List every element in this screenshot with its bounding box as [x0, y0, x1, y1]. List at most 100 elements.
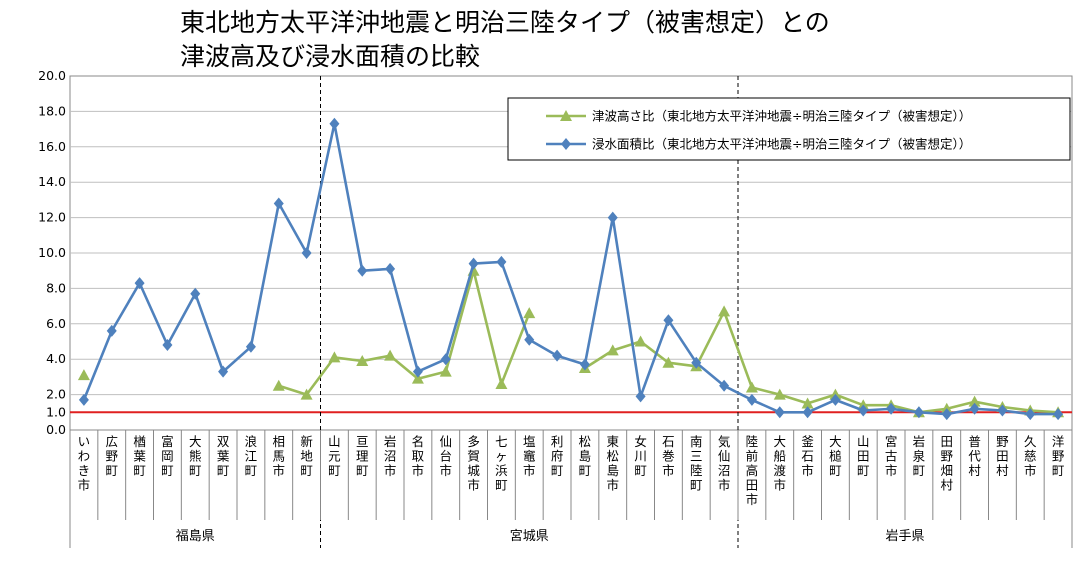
y-tick-label: 2.0 — [46, 387, 66, 402]
data-point-diamond — [1025, 408, 1036, 421]
x-category-char: 利 — [551, 434, 564, 449]
group-label: 福島県 — [176, 529, 215, 544]
x-category-char: 浜 — [495, 463, 508, 478]
x-category-char: 泉 — [913, 449, 926, 464]
data-point-diamond — [913, 406, 924, 419]
data-point-diamond — [385, 262, 396, 275]
x-category-char: 町 — [690, 478, 703, 493]
data-point-diamond — [329, 117, 340, 130]
x-category-char: 楢 — [133, 434, 146, 449]
x-category-char: 市 — [272, 463, 285, 478]
x-category-char: ヶ — [495, 449, 508, 464]
data-point-diamond — [607, 211, 618, 224]
x-category-char: 元 — [328, 449, 341, 464]
x-category-char: 市 — [412, 463, 425, 478]
y-tick-label: 6.0 — [46, 316, 66, 331]
series-line — [82, 122, 1059, 416]
x-category-char: 町 — [356, 463, 369, 478]
x-category-char: 気 — [718, 434, 731, 449]
x-category-char: 城 — [467, 463, 480, 478]
data-point-triangle — [300, 388, 313, 400]
x-axis: いわき市いわき市広野町広野町楢葉町楢葉町富岡町富岡町大熊町大熊町双葉町双葉町浪江… — [69, 430, 1073, 548]
data-point-triangle — [718, 305, 731, 317]
data-point-triangle — [968, 395, 981, 407]
data-point-triangle — [77, 369, 90, 381]
x-category-char: 市 — [523, 463, 536, 478]
data-point-triangle — [745, 381, 758, 393]
x-category-char: 町 — [829, 463, 842, 478]
x-category-char: 代 — [968, 449, 981, 464]
data-point-diamond — [245, 340, 256, 353]
x-category-char: 町 — [857, 463, 870, 478]
data-point-triangle — [801, 397, 814, 409]
x-category-char: 町 — [579, 463, 592, 478]
x-category-char: 大 — [773, 434, 786, 449]
data-point-diamond — [635, 390, 646, 403]
x-category-char: 山 — [857, 434, 870, 449]
x-category-char: 市 — [746, 492, 759, 507]
data-point-diamond — [106, 324, 117, 337]
x-category-char: 町 — [161, 463, 174, 478]
data-point-triangle — [606, 344, 619, 356]
x-category-char: 府 — [551, 449, 564, 464]
x-category-char: 亘 — [356, 434, 369, 449]
legend-marker-diamond — [561, 138, 571, 150]
x-category-char: 町 — [189, 463, 202, 478]
y-tick-label: 1.0 — [46, 404, 66, 419]
series-layer — [77, 117, 1065, 421]
x-category-char: 古 — [885, 449, 898, 464]
x-category-char: 市 — [718, 478, 731, 493]
series-diamond — [78, 117, 1064, 421]
data-point-triangle — [356, 354, 369, 366]
x-category-char: 東 — [606, 434, 619, 449]
data-point-diamond — [162, 339, 173, 352]
x-category-char: 竈 — [523, 449, 536, 464]
data-point-diamond — [579, 358, 590, 371]
x-category-char: 巻 — [662, 449, 675, 464]
x-category-char: い — [78, 434, 91, 449]
legend-label: 津波高さ比（東北地方太平洋沖地震÷明治三陸タイプ（被害想定）） — [592, 109, 971, 124]
x-category-char: 町 — [133, 463, 146, 478]
data-point-diamond — [774, 406, 785, 419]
x-category-char: 陸 — [690, 463, 703, 478]
x-category-char: 市 — [885, 463, 898, 478]
x-category-char: 陸 — [746, 434, 759, 449]
data-point-diamond — [830, 393, 841, 406]
data-point-triangle — [634, 335, 647, 347]
data-point-triangle — [328, 351, 341, 363]
x-category-char: 新 — [300, 434, 313, 449]
y-tick-label: 0.0 — [46, 422, 66, 437]
data-point-triangle — [411, 372, 424, 384]
data-point-triangle — [523, 307, 536, 319]
series-line — [584, 310, 1059, 414]
x-category-char: 市 — [1024, 463, 1037, 478]
data-point-diamond — [412, 365, 423, 378]
x-category-char: 市 — [467, 478, 480, 493]
x-category-char: 名 — [412, 434, 425, 449]
data-point-diamond — [357, 264, 368, 277]
x-category-char: 七 — [495, 434, 508, 449]
x-category-char: 町 — [328, 463, 341, 478]
x-category-char: 野 — [105, 449, 118, 464]
data-point-diamond — [496, 255, 507, 268]
x-category-char: 村 — [940, 478, 953, 493]
data-point-diamond — [663, 314, 674, 327]
data-point-diamond — [691, 356, 702, 369]
x-category-char: 市 — [384, 463, 397, 478]
x-category-char: 村 — [968, 463, 981, 478]
data-point-triangle — [384, 349, 397, 361]
x-category-char: 畑 — [940, 463, 953, 478]
y-axis: 20.0 18.0 16.0 14.0 12.0 10.0 8.0 6.0 4.0 2.0 1.0 0… — [38, 68, 66, 437]
x-category-char: 町 — [495, 478, 508, 493]
x-category-char: 石 — [801, 449, 814, 464]
x-category-char: 理 — [356, 449, 369, 464]
x-category-char: 台 — [439, 449, 452, 464]
y-tick-label: 14.0 — [38, 174, 66, 189]
data-point-diamond — [941, 408, 952, 421]
y-tick-label: 4.0 — [46, 351, 66, 366]
x-category-char: 江 — [245, 449, 258, 464]
x-category-char: 馬 — [272, 449, 285, 464]
x-category-char: 市 — [439, 463, 452, 478]
x-category-char: 岡 — [161, 449, 174, 464]
